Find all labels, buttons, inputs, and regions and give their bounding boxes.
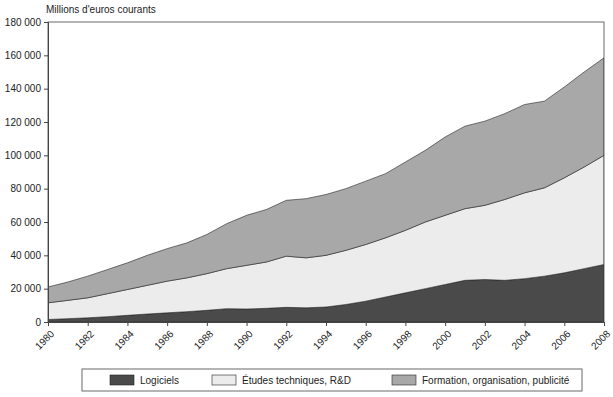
- x-tick-label: 1994: [311, 328, 335, 352]
- y-tick-mark: [44, 189, 48, 190]
- legend-item: Logiciels: [110, 375, 179, 386]
- x-tick: 1990: [231, 322, 255, 352]
- x-tick-label: 2008: [589, 328, 613, 352]
- y-tick: 180 000: [5, 17, 48, 28]
- y-tick: 20 000: [10, 283, 48, 294]
- x-tick-label: 1992: [271, 328, 295, 352]
- legend-swatch: [392, 375, 416, 385]
- x-tick: 1992: [271, 322, 295, 352]
- y-tick-mark: [44, 255, 48, 256]
- y-tick-mark: [44, 55, 48, 56]
- areas: [48, 58, 604, 322]
- x-tick: 1998: [390, 322, 414, 352]
- chart: 0 20 000 40 000 60 000 80 000 100 000 120 000 1…: [0, 0, 613, 397]
- x-tick-mark: [326, 322, 327, 326]
- legend-label: Formation, organisation, publicité: [422, 375, 570, 386]
- x-tick-label: 2002: [470, 328, 494, 352]
- x-tick: 1996: [351, 322, 375, 352]
- y-tick: 140 000: [5, 83, 48, 94]
- y-tick-label: 60 000: [10, 217, 41, 228]
- y-tick: 160 000: [5, 50, 48, 61]
- y-axis: 0 20 000 40 000 60 000 80 000 100 000 120 000 1…: [5, 17, 49, 328]
- x-tick-mark: [525, 322, 526, 326]
- x-tick-label: 1988: [192, 328, 216, 352]
- x-tick-mark: [485, 322, 486, 326]
- y-tick: 40 000: [10, 250, 48, 261]
- x-tick-label: 1986: [152, 328, 176, 352]
- plot: 0 20 000 40 000 60 000 80 000 100 000 120 000 1…: [5, 17, 613, 352]
- x-tick-label: 1980: [33, 328, 57, 352]
- x-tick-mark: [445, 322, 446, 326]
- x-tick-mark: [88, 322, 89, 326]
- y-tick-mark: [44, 89, 48, 90]
- area: [48, 58, 604, 303]
- y-axis-line: [44, 23, 49, 323]
- x-tick: 1986: [152, 322, 176, 352]
- legend: Logiciels Études techniques, R&D Formation…: [82, 369, 582, 391]
- y-tick-label: 20 000: [10, 283, 41, 294]
- y-tick: 120 000: [5, 117, 48, 128]
- x-tick: 2002: [470, 322, 494, 352]
- y-tick: 0: [35, 317, 48, 328]
- y-tick-label: 180 000: [5, 17, 42, 28]
- x-tick: 1994: [311, 322, 335, 352]
- y-tick-mark: [44, 22, 48, 23]
- x-tick-mark: [564, 322, 565, 326]
- y-tick-mark: [44, 222, 48, 223]
- y-tick-label: 40 000: [10, 250, 41, 261]
- y-tick-mark: [44, 155, 48, 156]
- legend-label: Études techniques, R&D: [242, 374, 351, 386]
- legend-box: [82, 369, 582, 391]
- x-axis: 1980 1982 1984 1986 1988 1990 1992 1994 1996 1998…: [33, 322, 613, 352]
- y-tick-label: 140 000: [5, 83, 42, 94]
- x-tick-label: 2000: [430, 328, 454, 352]
- x-tick-mark: [167, 322, 168, 326]
- x-tick: 1980: [33, 322, 57, 352]
- x-tick: 2006: [549, 322, 573, 352]
- x-tick-label: 1984: [112, 328, 136, 352]
- plot-frame: [48, 22, 604, 322]
- x-tick-label: 2006: [549, 328, 573, 352]
- legend-label: Logiciels: [140, 375, 179, 386]
- legend-swatch: [110, 375, 134, 385]
- x-tick: 1988: [192, 322, 216, 352]
- x-tick: 2004: [509, 322, 533, 352]
- x-tick-label: 1998: [390, 328, 414, 352]
- y-tick: 80 000: [10, 183, 48, 194]
- legend-item: Études techniques, R&D: [212, 374, 351, 386]
- y-tick-mark: [44, 289, 48, 290]
- x-tick-mark: [247, 322, 248, 326]
- x-tick-mark: [207, 322, 208, 326]
- x-tick-mark: [405, 322, 406, 326]
- x-tick-mark: [286, 322, 287, 326]
- x-tick-label: 1996: [351, 328, 375, 352]
- x-tick: 1982: [73, 322, 97, 352]
- x-tick-label: 2004: [509, 328, 533, 352]
- y-tick: 60 000: [10, 217, 48, 228]
- x-tick-mark: [366, 322, 367, 326]
- y-tick-label: 160 000: [5, 50, 42, 61]
- x-tick: 2008: [589, 322, 613, 352]
- x-tick-mark: [48, 322, 49, 326]
- y-tick: 100 000: [5, 150, 48, 161]
- x-tick-mark: [604, 322, 605, 326]
- legend-swatch: [212, 375, 236, 385]
- y-tick-label: 120 000: [5, 117, 42, 128]
- y-tick-mark: [44, 122, 48, 123]
- y-tick-label: 0: [35, 317, 41, 328]
- legend-item: Formation, organisation, publicité: [392, 375, 570, 386]
- y-tick-mark: [44, 322, 48, 323]
- x-tick-label: 1982: [73, 328, 97, 352]
- x-tick: 1984: [112, 322, 136, 352]
- x-tick-mark: [127, 322, 128, 326]
- y-tick-label: 100 000: [5, 150, 42, 161]
- y-tick-label: 80 000: [10, 183, 41, 194]
- x-tick: 2000: [430, 322, 454, 352]
- x-axis-line: [49, 323, 605, 327]
- y-axis-title: Millions d'euros courants: [46, 4, 156, 15]
- x-tick-label: 1990: [231, 328, 255, 352]
